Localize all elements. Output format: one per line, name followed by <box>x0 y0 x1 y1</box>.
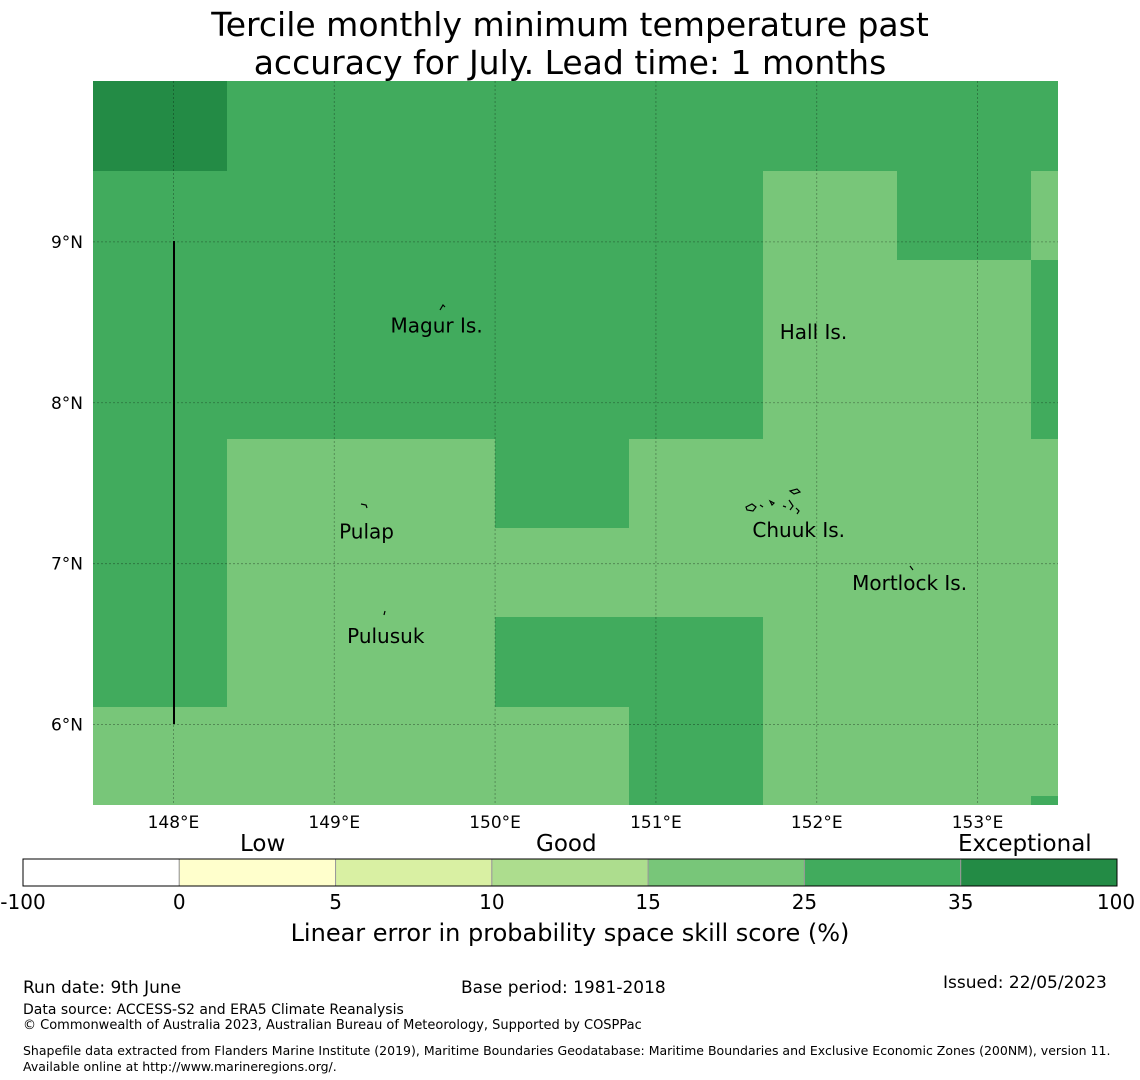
x-tick-label: 149°E <box>308 813 360 833</box>
category-low: Low <box>240 831 286 857</box>
island-pulap <box>360 503 368 509</box>
category-exceptional: Exceptional <box>958 831 1092 857</box>
map-panel <box>93 81 1058 805</box>
skill-cell <box>227 528 495 617</box>
skill-cell <box>897 260 1031 439</box>
category-good: Good <box>536 831 597 857</box>
issued-date: Issued: 22/05/2023 <box>943 973 1107 993</box>
skill-cell <box>495 528 1058 617</box>
island-outlines <box>360 304 914 616</box>
y-tick-label: 8°N <box>51 394 83 414</box>
colorbar-tick-label: 0 <box>172 890 186 914</box>
x-tick-label: 152°E <box>791 813 843 833</box>
x-tick-label: 150°E <box>469 813 521 833</box>
island-magur <box>439 304 446 311</box>
colorbar-tick-label: 15 <box>635 890 661 914</box>
x-tick-label: 153°E <box>952 813 1004 833</box>
colorbar <box>22 858 1118 887</box>
place-label: Pulap <box>339 519 394 543</box>
place-label: Magur Is. <box>391 314 483 338</box>
colorbar-tick-label: -100 <box>0 890 46 914</box>
base-period: Base period: 1981-2018 <box>461 978 666 998</box>
colorbar-tick-label: 35 <box>947 890 974 914</box>
colorbar-title: Linear error in probability space skill … <box>290 919 850 947</box>
place-label: Mortlock Is. <box>852 571 967 595</box>
x-tick-label: 148°E <box>148 813 200 833</box>
colorbar-segment <box>647 858 805 887</box>
colorbar-tick-label: 10 <box>479 890 505 914</box>
skill-cell <box>629 439 1058 528</box>
skill-cell <box>763 796 1031 805</box>
colorbar-segment <box>960 858 1118 887</box>
colorbar-segment <box>335 858 493 887</box>
data-source: Data source: ACCESS-S2 and ERA5 Climate … <box>23 1002 404 1018</box>
skill-cell <box>1031 171 1058 260</box>
skill-cell <box>93 707 629 805</box>
skill-cell <box>93 81 227 171</box>
skill-cell <box>763 171 897 439</box>
colorbar-tick-label: 25 <box>791 890 818 914</box>
colorbar-segment <box>22 858 180 887</box>
colorbar-tick-label: 100 <box>1096 890 1136 914</box>
y-tick-label: 9°N <box>51 233 83 253</box>
colorbar-segment <box>491 858 649 887</box>
island-mortlock <box>909 565 914 571</box>
skill-cell <box>763 617 1058 796</box>
place-labels: Magur Is. Hall Is. Pulap Chuuk Is. Mortlock … <box>339 314 967 649</box>
place-label: Chuuk Is. <box>752 518 845 542</box>
x-axis-ticks: 148°E 149°E 150°E 151°E 152°E 153°E <box>148 813 1004 833</box>
island-pulusuk <box>383 610 386 616</box>
y-tick-label: 6°N <box>51 716 83 736</box>
title-line-1: Tercile monthly minimum temperature past <box>211 5 929 44</box>
place-label: Hall Is. <box>780 320 847 344</box>
island-chuuk <box>745 488 802 515</box>
colorbar-segment <box>803 858 962 887</box>
colorbar-tick-label: 5 <box>329 890 342 914</box>
map-title: Tercile monthly minimum temperature past… <box>0 6 1140 82</box>
title-line-2: accuracy for July. Lead time: 1 months <box>253 43 887 82</box>
run-date: Run date: 9th June <box>23 978 182 998</box>
y-tick-label: 7°N <box>51 555 83 575</box>
x-tick-label: 151°E <box>630 813 682 833</box>
y-axis-ticks: 9°N 8°N 7°N 6°N <box>51 233 83 736</box>
colorbar-segment <box>178 858 337 887</box>
shapefile-credit: Shapefile data extracted from Flanders M… <box>23 1043 1111 1074</box>
place-label: Pulusuk <box>347 624 425 648</box>
colorbar-frame <box>22 858 1118 887</box>
copyright: © Commonwealth of Australia 2023, Austra… <box>23 1018 642 1033</box>
